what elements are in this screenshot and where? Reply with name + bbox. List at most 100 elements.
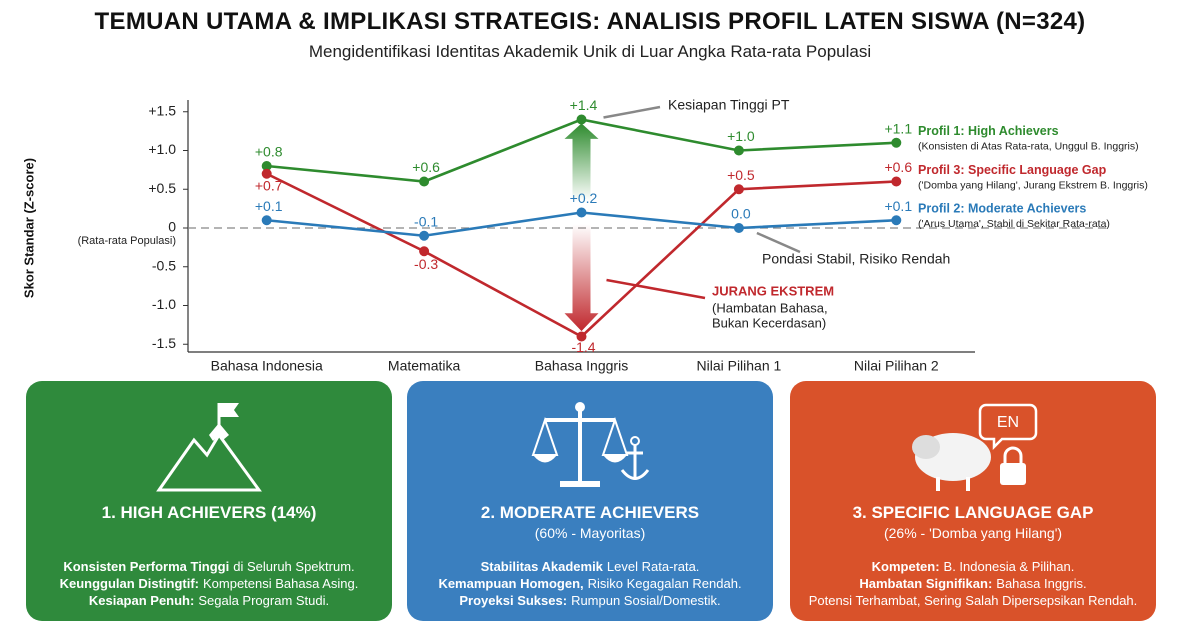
- point: [891, 137, 902, 148]
- legend-desc: ('Arus Utama', Stabil di Sekitar Rata-ra…: [918, 218, 1110, 230]
- point: [261, 161, 272, 171]
- point: [733, 145, 744, 156]
- point: [733, 223, 744, 233]
- card-subtitle: (26% - 'Domba yang Hilang'): [883, 525, 1063, 541]
- chart: Skor Standar (Z-score) +1.5 +1.0 +0.5 0(Rata…: [21, 97, 1148, 374]
- legend-desc: (Konsisten di Atas Rata-rata, Unggul B. …: [918, 141, 1139, 153]
- arrow-up: [564, 123, 599, 201]
- point: [576, 331, 587, 342]
- card-line-bold: Kompeten:: [871, 559, 940, 574]
- card-line: Proyeksi Sukses: Rumpun Sosial/Domestik.: [407, 592, 773, 609]
- card-line: Kemampuan Homogen, Risiko Kegagalan Renda…: [407, 575, 773, 592]
- card-line: Potensi Terhambat, Sering Salah Dipersep…: [790, 592, 1156, 609]
- y-tick-label: 0: [168, 219, 176, 235]
- annotation: Kesiapan Tinggi PT: [668, 97, 790, 113]
- point: [576, 207, 587, 218]
- point: [891, 215, 902, 226]
- card-lines: Konsisten Performa Tinggi di Seluruh Spek…: [26, 558, 392, 609]
- icon-mountain: [156, 403, 262, 492]
- card-line-bold: Keunggulan Distingtif:: [59, 576, 199, 591]
- card-line-text: Segala Program Studi.: [198, 593, 330, 608]
- icon-text: EN: [997, 414, 1019, 431]
- card-line-text: Kompetensi Bahasa Asing.: [202, 576, 359, 591]
- y-axis-label: Skor Standar (Z-score): [21, 158, 36, 298]
- icon-scale: [531, 402, 650, 487]
- card-subtitle: (60% - Mayoritas): [534, 525, 646, 541]
- value-label: +0.6: [884, 159, 912, 175]
- point: [576, 114, 587, 125]
- value-label: 0.0: [731, 206, 751, 222]
- annotation: Bukan Kecerdasan): [712, 315, 826, 330]
- card-line-text: Potensi Terhambat, Sering Salah Dipersep…: [808, 593, 1138, 608]
- card-line-text: Bahasa Inggris.: [996, 576, 1087, 591]
- x-tick-label: Bahasa Inggris: [535, 358, 628, 374]
- card-line-text: di Seluruh Spektrum.: [233, 559, 355, 574]
- card-line-bold: Hambatan Signifikan:: [859, 576, 993, 591]
- card-line-bold: Konsisten Performa Tinggi: [63, 559, 230, 574]
- point: [733, 184, 744, 195]
- card-line-bold: Kemampuan Homogen,: [438, 576, 584, 591]
- card-line: Keunggulan Distingtif: Kompetensi Bahasa …: [26, 575, 392, 592]
- card-title: 1. HIGH ACHIEVERS (14%): [101, 503, 317, 522]
- x-tick-label: Nilai Pilihan 2: [854, 358, 939, 374]
- annot-arrow: [603, 105, 661, 119]
- card-line-bold: Proyeksi Sukses:: [459, 593, 568, 608]
- card-line-bold: Kesiapan Penuh:: [88, 593, 195, 608]
- card-line: Konsisten Performa Tinggi di Seluruh Spek…: [26, 558, 392, 575]
- card-line-text: Risiko Kegagalan Rendah.: [587, 576, 742, 591]
- card-lines: Stabilitas Akademik Level Rata-rata. Kemam…: [407, 558, 773, 609]
- x-tick-label: Nilai Pilihan 1: [696, 358, 781, 374]
- card-line: Hambatan Signifikan: Bahasa Inggris.: [790, 575, 1156, 592]
- x-tick-label: Bahasa Indonesia: [211, 358, 323, 374]
- value-label: +0.1: [884, 198, 912, 214]
- point: [261, 168, 272, 179]
- card: 2. MODERATE ACHIEVERS (60% - Mayoritas) St…: [407, 381, 773, 621]
- point: [419, 176, 430, 187]
- icon-sheep: EN: [912, 403, 1038, 491]
- point: [419, 246, 430, 257]
- y-tick-label: -1.5: [152, 335, 176, 351]
- card-line-text: Level Rata-rata.: [606, 559, 700, 574]
- value-label: -1.4: [571, 339, 595, 355]
- card: 1. HIGH ACHIEVERS (14%) Konsisten Perform…: [26, 381, 392, 621]
- card-lines: Kompeten: B. Indonesia & Pilihan. Hambatan…: [790, 558, 1156, 609]
- value-label: +0.2: [570, 190, 598, 206]
- legend-name: Profil 3: Specific Language Gap: [918, 163, 1107, 177]
- value-label: +0.7: [255, 177, 283, 193]
- annotation: (Hambatan Bahasa,: [712, 300, 828, 315]
- card-line: Stabilitas Akademik Level Rata-rata.: [407, 558, 773, 575]
- y-tick-label: +1.5: [148, 102, 176, 118]
- legend-name: Profil 2: Moderate Achievers: [918, 202, 1086, 216]
- value-label: -0.3: [414, 256, 438, 272]
- point: [891, 176, 902, 187]
- x-tick-label: Matematika: [388, 358, 461, 374]
- card-title: 2. MODERATE ACHIEVERS: [480, 503, 700, 522]
- card: EN 3. SPECIFIC LANGUAGE GAP (26% - 'Domba …: [790, 381, 1156, 621]
- arrow-down: [564, 224, 599, 332]
- value-label: +1.4: [570, 97, 598, 113]
- subtitle: Mengidentifikasi Identitas Akademik Unik…: [308, 42, 872, 61]
- value-label: +0.8: [255, 144, 283, 160]
- card-line-text: Rumpun Sosial/Domestik.: [571, 593, 721, 608]
- annotation-title: JURANG EKSTREM: [712, 283, 834, 298]
- title: TEMUAN UTAMA & IMPLIKASI STRATEGIS: ANAL…: [94, 8, 1086, 35]
- zero-note: (Rata-rata Populasi): [78, 235, 176, 247]
- card-line-text: B. Indonesia & Pilihan.: [943, 559, 1075, 574]
- legend-name: Profil 1: High Achievers: [918, 124, 1059, 138]
- card-title: 3. SPECIFIC LANGUAGE GAP: [852, 503, 1094, 522]
- point: [419, 230, 430, 241]
- card-line: Kompeten: B. Indonesia & Pilihan.: [790, 558, 1156, 575]
- y-tick-label: -1.0: [152, 296, 176, 312]
- point: [261, 215, 272, 226]
- annot-arrow: [756, 231, 801, 254]
- value-label: +0.6: [412, 159, 440, 175]
- value-label: +0.5: [727, 167, 755, 183]
- annot-arrow: [606, 278, 706, 300]
- value-label: +1.1: [884, 120, 912, 136]
- card-line: Kesiapan Penuh: Segala Program Studi.: [26, 592, 392, 609]
- y-tick-label: +0.5: [148, 180, 176, 196]
- legend-desc: ('Domba yang Hilang', Jurang Ekstrem B. …: [918, 179, 1148, 191]
- y-tick-label: -0.5: [152, 257, 176, 273]
- card-line-bold: Stabilitas Akademik: [480, 559, 603, 574]
